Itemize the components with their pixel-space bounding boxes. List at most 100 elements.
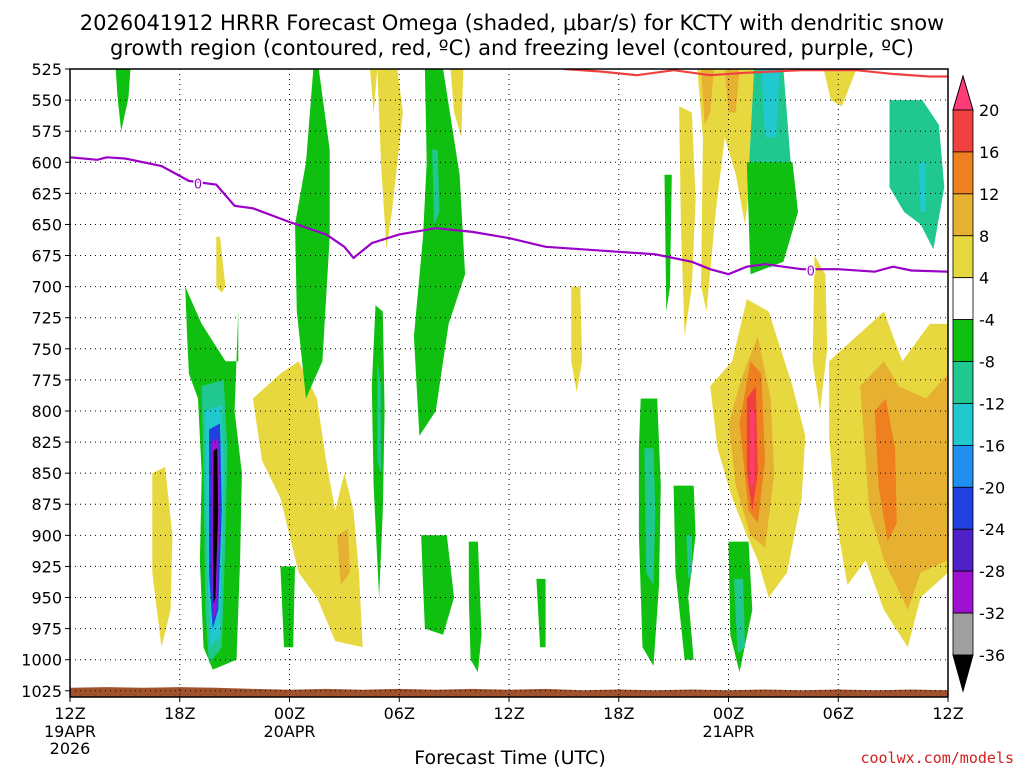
colorbar-label-9: -20: [979, 478, 1005, 497]
x-tick-label-5: 18Z: [603, 704, 634, 723]
colorbar-label-12: -32: [979, 604, 1005, 623]
omega-area-17: [413, 69, 466, 436]
x-tick-label-2: 00Z: [274, 704, 305, 723]
y-tick-label-575: 575: [31, 122, 62, 141]
colorbar-label-1: 16: [979, 143, 999, 162]
colorbar-segment-10: [952, 528, 974, 572]
omega-shading: [70, 69, 948, 697]
colorbar-top-arrow: [952, 74, 974, 111]
y-tick-label-600: 600: [31, 153, 62, 172]
omega-area-36: [823, 69, 857, 107]
omega-area-30: [697, 69, 755, 312]
omega-area-44: [812, 255, 828, 411]
y-tick-label-800: 800: [31, 402, 62, 421]
omega-area-28: [664, 174, 672, 312]
colorbar-segment-3: [952, 235, 974, 279]
omega-area-49: [918, 162, 926, 212]
omega-area-29: [679, 106, 696, 337]
x-tick-label-4: 12Z: [493, 704, 524, 723]
omega-area-12: [295, 69, 330, 399]
colorbar-label-4: 4: [979, 269, 989, 288]
x-tick-label-6: 00Z: [713, 704, 744, 723]
y-tick-label-525: 525: [31, 60, 62, 79]
x-tick-year-0: 2026: [50, 739, 91, 758]
x-tick-date-6: 21APR: [702, 722, 754, 741]
omega-area-8: [152, 466, 173, 648]
y-tick-label-850: 850: [31, 464, 62, 483]
colorbar-label-3: 8: [979, 227, 989, 246]
x-axis-label: Forecast Time (UTC): [414, 747, 605, 768]
omega-area-14: [370, 69, 378, 113]
y-tick-label-700: 700: [31, 278, 62, 297]
colorbar: 20 16 12 8 4 -4 -8 -12 -16 -20 -24 -28 -32 -36: [952, 74, 1005, 693]
omega-area-31: [701, 69, 714, 125]
freezing-level-line: [69, 156, 949, 276]
colorbar-segment-6: [952, 361, 974, 404]
omega-area-11: [280, 566, 295, 648]
x-tick-label-3: 06Z: [384, 704, 415, 723]
y-tick-label-675: 675: [31, 247, 62, 266]
x-tick-label-0: 12Z: [54, 704, 85, 723]
omega-area-21: [468, 541, 482, 673]
chart-title-line-2: growth region (contoured, red, ºC) and f…: [110, 36, 914, 60]
omega-area-47: [874, 398, 897, 542]
y-tick-label-925: 925: [31, 557, 62, 576]
y-tick-label-825: 825: [31, 433, 62, 452]
omega-area-25: [644, 448, 656, 586]
colorbar-segment-11: [952, 570, 974, 614]
omega-area-7: [213, 448, 219, 604]
y-tick-label-650: 650: [31, 215, 62, 234]
omega-area-26: [673, 485, 696, 660]
y-tick-label-775: 775: [31, 371, 62, 390]
colorbar-segment-4: [952, 277, 974, 321]
freezing-level-label-1: 0: [807, 264, 815, 279]
omega-area-27: [686, 535, 692, 579]
plot-area: 0 0 525 550 575 600 625 650 675 700 725 750 775 800 82…: [21, 60, 963, 758]
omega-area-43: [734, 578, 745, 654]
colorbar-label-10: -24: [979, 520, 1005, 539]
x-tick-date-0: 19APR: [44, 722, 96, 741]
colorbar-label-11: -28: [979, 562, 1005, 581]
omega-area-34: [746, 162, 798, 275]
omega-area-16: [377, 361, 381, 474]
y-tick-label-975: 975: [31, 620, 62, 639]
omega-area-13: [377, 69, 403, 250]
y-tick-label-875: 875: [31, 495, 62, 514]
omega-area-22: [536, 578, 546, 648]
omega-area-35: [761, 69, 780, 138]
colorbar-label-5: -4: [979, 311, 995, 330]
colorbar-label-7: -12: [979, 394, 1005, 413]
omega-area-19: [450, 69, 464, 138]
omega-area-10: [337, 529, 350, 586]
omega-area-23: [571, 286, 583, 393]
colorbar-label-2: 12: [979, 185, 999, 204]
y-tick-label-725: 725: [31, 309, 62, 328]
omega-area-41: [750, 411, 755, 486]
omega-area-18: [432, 149, 440, 225]
credit-text: coolwx.com/models: [860, 749, 1014, 767]
omega-area-0: [216, 236, 226, 293]
y-tick-label-750: 750: [31, 340, 62, 359]
colorbar-label-6: -8: [979, 353, 995, 372]
y-tick-label-950: 950: [31, 589, 62, 608]
freezing-level-label-0: 0: [194, 177, 202, 192]
dgz-contour-line: [563, 69, 948, 78]
colorbar-label-0: 20: [979, 101, 999, 120]
x-tick-label-7: 06Z: [823, 704, 854, 723]
omega-area-1: [115, 69, 131, 132]
colorbar-label-13: -36: [979, 646, 1005, 665]
y-tick-label-1025: 1025: [21, 682, 62, 701]
colorbar-segment-8: [952, 444, 974, 488]
y-tick-label-550: 550: [31, 91, 62, 110]
colorbar-label-8: -16: [979, 436, 1005, 455]
y-tick-label-625: 625: [31, 184, 62, 203]
colorbar-segment-7: [952, 403, 974, 446]
y-tick-label-900: 900: [31, 526, 62, 545]
colorbar-segment-12: [952, 612, 974, 656]
x-tick-label-8: 12Z: [932, 704, 963, 723]
x-tick-date-2: 20APR: [263, 722, 315, 741]
colorbar-segment-1: [952, 151, 974, 195]
colorbar-bottom-arrow: [952, 654, 974, 693]
colorbar-segment-0: [952, 109, 974, 153]
